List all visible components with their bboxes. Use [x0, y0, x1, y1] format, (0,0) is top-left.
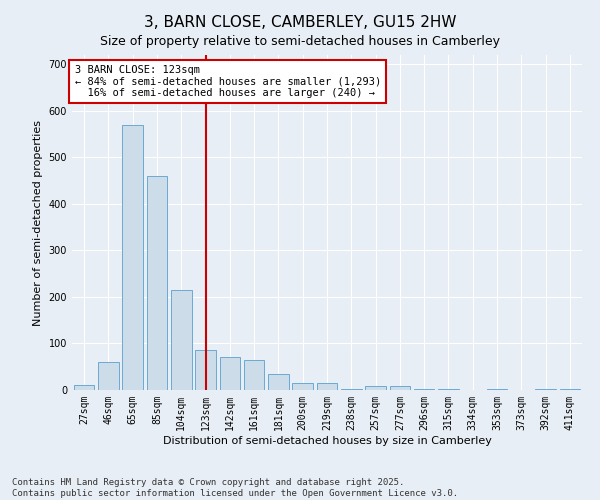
- Bar: [98, 362, 119, 390]
- Bar: [438, 388, 459, 390]
- Bar: [292, 383, 313, 390]
- Bar: [122, 125, 143, 390]
- Text: 3 BARN CLOSE: 123sqm
← 84% of semi-detached houses are smaller (1,293)
  16% of : 3 BARN CLOSE: 123sqm ← 84% of semi-detac…: [74, 65, 381, 98]
- Bar: [365, 386, 386, 390]
- Bar: [341, 388, 362, 390]
- Bar: [268, 374, 289, 390]
- Text: 3, BARN CLOSE, CAMBERLEY, GU15 2HW: 3, BARN CLOSE, CAMBERLEY, GU15 2HW: [144, 15, 456, 30]
- Bar: [146, 176, 167, 390]
- Text: Size of property relative to semi-detached houses in Camberley: Size of property relative to semi-detach…: [100, 35, 500, 48]
- Bar: [389, 386, 410, 390]
- Bar: [414, 388, 434, 390]
- Bar: [560, 388, 580, 390]
- X-axis label: Distribution of semi-detached houses by size in Camberley: Distribution of semi-detached houses by …: [163, 436, 491, 446]
- Bar: [195, 350, 216, 390]
- Bar: [317, 383, 337, 390]
- Text: Contains HM Land Registry data © Crown copyright and database right 2025.
Contai: Contains HM Land Registry data © Crown c…: [12, 478, 458, 498]
- Bar: [535, 388, 556, 390]
- Bar: [74, 386, 94, 390]
- Bar: [244, 360, 265, 390]
- Bar: [171, 290, 191, 390]
- Y-axis label: Number of semi-detached properties: Number of semi-detached properties: [33, 120, 43, 326]
- Bar: [220, 358, 240, 390]
- Bar: [487, 388, 508, 390]
